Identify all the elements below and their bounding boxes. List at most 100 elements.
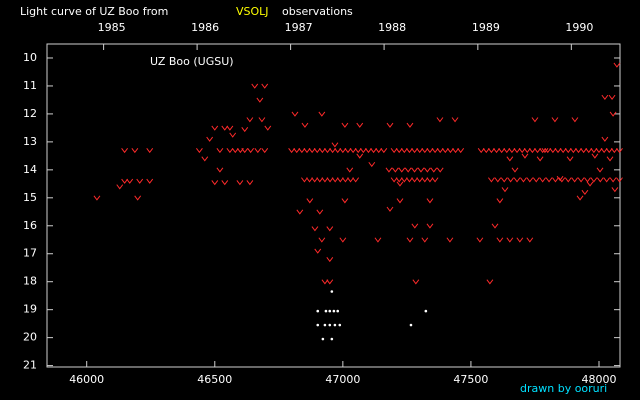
upper-limit-mark bbox=[306, 198, 314, 204]
upper-limit-mark bbox=[375, 147, 383, 154]
upper-limit-mark bbox=[146, 147, 154, 154]
upper-limit-mark bbox=[326, 226, 334, 232]
chart-title-highlight: VSOLJ bbox=[236, 5, 269, 18]
upper-limit-mark bbox=[526, 237, 534, 243]
y-tick-label: 12 bbox=[23, 107, 37, 120]
upper-limit-mark bbox=[365, 147, 372, 154]
upper-limit-mark bbox=[541, 147, 549, 154]
upper-limit-mark bbox=[586, 181, 594, 187]
upper-limit-mark bbox=[584, 177, 591, 183]
upper-limit-mark bbox=[488, 147, 495, 154]
upper-limit-mark bbox=[457, 147, 465, 154]
upper-limit-mark bbox=[488, 177, 495, 183]
upper-limit-mark bbox=[436, 167, 444, 173]
upper-limit-mark bbox=[231, 147, 239, 154]
upper-limit-mark bbox=[616, 177, 623, 183]
upper-limit-mark bbox=[316, 209, 324, 215]
upper-limit-mark bbox=[386, 122, 394, 128]
upper-limit-mark bbox=[531, 117, 539, 123]
upper-limit-mark bbox=[400, 147, 408, 154]
upper-limit-mark bbox=[346, 167, 354, 173]
upper-limit-mark bbox=[412, 279, 420, 285]
upper-limit-mark bbox=[571, 117, 579, 123]
upper-limit-mark bbox=[606, 156, 614, 162]
upper-limit-mark bbox=[558, 177, 566, 183]
upper-limit-mark bbox=[534, 147, 541, 154]
upper-limit-mark bbox=[430, 167, 438, 173]
upper-limit-mark bbox=[400, 177, 408, 183]
y-tick-label: 13 bbox=[23, 135, 37, 148]
upper-limit-mark bbox=[288, 147, 296, 154]
upper-limit-mark bbox=[221, 180, 229, 186]
upper-limit-mark bbox=[206, 136, 214, 142]
upper-limit-mark bbox=[236, 180, 244, 186]
upper-limit-mark bbox=[306, 177, 313, 183]
upper-limit-mark bbox=[316, 177, 324, 183]
observation-dot bbox=[328, 309, 332, 313]
upper-limit-mark bbox=[251, 83, 259, 89]
upper-limit-mark bbox=[508, 147, 516, 154]
observation-dot bbox=[330, 337, 334, 341]
upper-limit-mark bbox=[303, 147, 311, 154]
upper-limit-mark bbox=[396, 181, 404, 187]
upper-limit-mark bbox=[247, 147, 255, 154]
chart-title-end: observations bbox=[282, 5, 353, 18]
upper-limit-mark bbox=[311, 177, 319, 183]
upper-limit-mark bbox=[421, 237, 429, 243]
upper-limit-mark bbox=[549, 147, 557, 154]
upper-limit-mark bbox=[301, 177, 308, 183]
upper-limit-mark bbox=[311, 226, 319, 232]
credit: drawn by ooruri bbox=[520, 382, 607, 395]
upper-limit-mark bbox=[131, 147, 139, 154]
upper-limit-mark bbox=[226, 147, 234, 154]
upper-limit-mark bbox=[559, 147, 567, 154]
upper-limit-mark bbox=[585, 147, 593, 154]
upper-limit-mark bbox=[93, 195, 101, 201]
upper-limit-mark bbox=[532, 177, 540, 183]
upper-limit-mark bbox=[321, 177, 329, 183]
upper-limit-mark bbox=[506, 156, 514, 162]
upper-limit-mark bbox=[395, 177, 403, 183]
upper-limit-mark bbox=[506, 237, 514, 243]
upper-limit-mark bbox=[441, 147, 449, 154]
x-tick-label: 47000 bbox=[325, 373, 360, 386]
upper-limit-mark bbox=[421, 147, 429, 154]
x2-tick-label: 1986 bbox=[191, 21, 219, 34]
plot-frame bbox=[46, 43, 621, 368]
upper-limit-mark bbox=[293, 147, 301, 154]
observation-dot bbox=[328, 323, 332, 327]
upper-limit-mark bbox=[446, 237, 454, 243]
upper-limit-mark bbox=[552, 177, 559, 183]
upper-limit-mark bbox=[451, 117, 459, 123]
upper-limit-mark bbox=[447, 147, 454, 154]
y-tick-label: 18 bbox=[23, 275, 37, 288]
upper-limit-mark bbox=[611, 187, 619, 193]
upper-limit-mark bbox=[326, 257, 334, 263]
upper-limit-mark bbox=[385, 167, 393, 173]
upper-limit-mark bbox=[349, 147, 357, 154]
y-tick-label: 19 bbox=[23, 303, 37, 316]
upper-limit-mark bbox=[236, 147, 244, 154]
upper-limit-mark bbox=[511, 167, 519, 173]
upper-limit-mark bbox=[545, 177, 553, 183]
upper-limit-mark bbox=[608, 94, 616, 100]
upper-limit-mark bbox=[416, 147, 424, 154]
upper-limit-mark bbox=[318, 111, 326, 117]
upper-limit-mark bbox=[301, 122, 309, 128]
upper-limit-mark bbox=[344, 147, 352, 154]
upper-limit-mark bbox=[486, 279, 494, 285]
upper-limit-mark bbox=[211, 125, 219, 131]
upper-limit-mark bbox=[298, 147, 306, 154]
upper-limit-mark bbox=[226, 125, 234, 131]
upper-limit-mark bbox=[374, 237, 382, 243]
chart-title: Light curve of UZ Boo from bbox=[20, 5, 168, 18]
upper-limit-mark bbox=[261, 83, 269, 89]
upper-limit-mark bbox=[246, 180, 254, 186]
upper-limit-mark bbox=[404, 167, 412, 173]
upper-limit-mark bbox=[406, 237, 414, 243]
x-tick-label: 46500 bbox=[197, 373, 232, 386]
observation-dot bbox=[409, 323, 413, 327]
upper-limit-mark bbox=[406, 147, 413, 154]
x2-tick-label: 1988 bbox=[378, 21, 406, 34]
upper-limit-mark bbox=[601, 136, 609, 142]
